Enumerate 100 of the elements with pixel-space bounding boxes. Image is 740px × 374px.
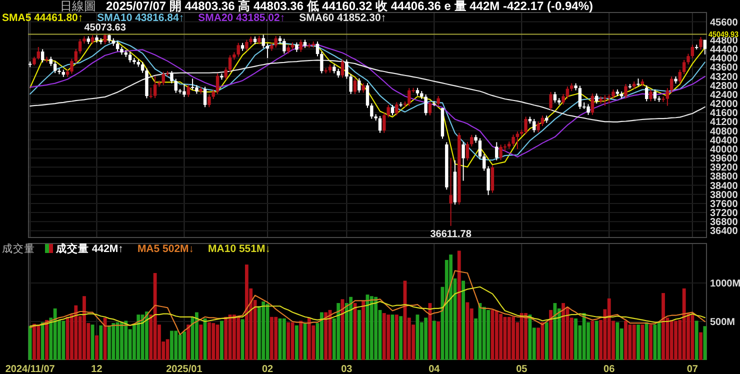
candlestick — [590, 93, 594, 116]
candlestick — [608, 94, 611, 104]
bar — [182, 332, 186, 360]
candlestick — [149, 87, 152, 99]
candlestick — [670, 76, 674, 94]
candlestick — [353, 78, 357, 94]
bar — [399, 316, 403, 360]
y-tick-label: 41200 — [710, 117, 738, 128]
bar — [607, 298, 611, 360]
bar — [549, 310, 552, 360]
candlestick — [699, 36, 702, 50]
bar — [208, 322, 211, 360]
bar — [199, 324, 203, 360]
y-tick-label: 42000 — [710, 99, 738, 110]
candlestick — [486, 166, 490, 196]
line-series — [30, 286, 706, 327]
bar — [294, 325, 298, 360]
annotation: 36611.78 — [430, 228, 472, 240]
candlestick — [540, 115, 544, 127]
chart-title: 成交量 — [2, 242, 35, 255]
bar — [195, 312, 198, 360]
bar — [574, 318, 578, 360]
bar — [524, 313, 528, 360]
y-tick-label: 42400 — [710, 90, 738, 101]
candlestick — [274, 36, 278, 48]
x-tick-label: 06 — [604, 364, 616, 374]
candlestick — [408, 88, 411, 107]
candlestick — [645, 84, 648, 102]
text: SMA20 43185.02↑ — [198, 12, 286, 24]
candlestick — [320, 51, 324, 74]
x-tick-label: 05 — [516, 364, 528, 374]
candlestick — [228, 54, 232, 72]
y-tick-label: 45600 — [710, 17, 738, 28]
candlestick — [345, 58, 348, 80]
candlestick — [245, 39, 248, 52]
bar — [374, 296, 378, 360]
candlestick — [212, 88, 215, 100]
candlestick — [516, 130, 520, 150]
x-tick-label: 12 — [91, 364, 103, 374]
bar — [432, 320, 436, 360]
candlestick — [340, 58, 344, 78]
candlestick — [586, 104, 590, 116]
bar — [662, 293, 665, 360]
bar — [336, 303, 340, 360]
x-tick-label: 07 — [686, 364, 698, 374]
bar — [544, 322, 548, 360]
bar — [386, 314, 390, 360]
candlestick — [40, 48, 44, 63]
candlestick — [49, 56, 53, 67]
bar — [186, 324, 190, 360]
candlestick — [578, 85, 582, 110]
bar — [670, 320, 674, 360]
y-tick-label: 1000M — [710, 278, 740, 290]
y-tick-label: 41600 — [710, 108, 738, 120]
bar — [370, 296, 374, 360]
bar — [103, 318, 107, 360]
candlestick — [70, 58, 74, 74]
bar — [636, 324, 640, 360]
x-tick-label: 2025/01 — [166, 364, 203, 374]
candlestick — [36, 46, 40, 60]
candlestick — [449, 158, 452, 226]
bar — [644, 322, 648, 360]
candlestick — [382, 112, 386, 134]
bar — [224, 316, 228, 360]
line-series — [30, 270, 706, 336]
candlestick — [174, 78, 178, 94]
bar — [357, 310, 361, 360]
x-tick-label: 03 — [341, 364, 353, 374]
candlestick — [686, 53, 690, 65]
bar — [145, 312, 148, 360]
candlestick — [562, 93, 565, 106]
candlestick — [690, 44, 694, 59]
bar — [66, 316, 70, 360]
y-tick-label: 500M — [710, 317, 736, 328]
bar — [394, 314, 398, 360]
candlestick — [524, 116, 528, 135]
text: SMA10 43816.84↑ — [97, 12, 184, 24]
bar — [436, 322, 440, 360]
candlestick — [262, 34, 265, 49]
candlestick — [424, 94, 428, 116]
bar — [236, 316, 240, 360]
bar — [262, 302, 266, 360]
bar — [99, 325, 103, 360]
y-tick-label: 44000 — [710, 54, 738, 65]
x-tick-label: 2024/11/07 — [5, 364, 56, 374]
bar — [482, 306, 486, 360]
candlestick — [386, 104, 390, 118]
bar — [594, 320, 598, 360]
candlestick — [128, 52, 132, 63]
bar — [136, 314, 140, 360]
y-tick-label: 43600 — [710, 62, 738, 74]
chart-title: 日線圖 — [60, 0, 96, 13]
y-tick-label: 40400 — [710, 135, 738, 146]
candlestick — [366, 82, 370, 108]
bar — [108, 325, 111, 360]
bar — [703, 326, 707, 360]
bar — [36, 324, 40, 360]
candlestick — [566, 86, 570, 100]
bar — [562, 303, 565, 360]
bar — [590, 320, 594, 360]
